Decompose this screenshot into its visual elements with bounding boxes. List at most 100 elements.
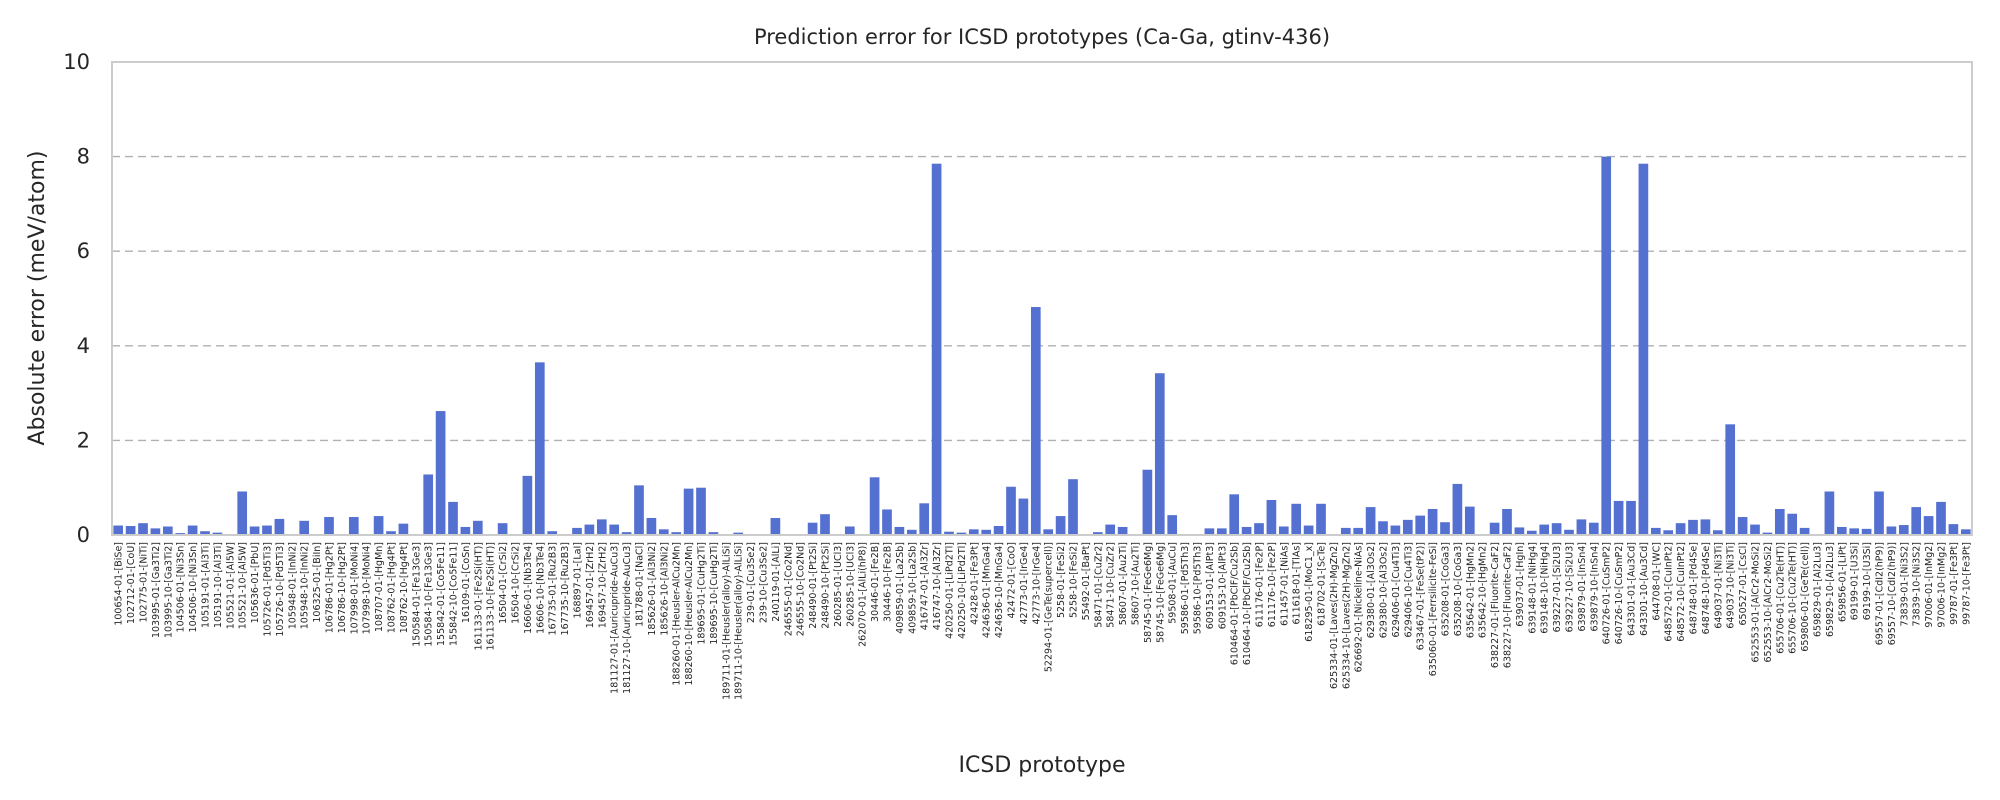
x-tick-label: 635642-01-[HgMn2]	[1465, 542, 1476, 638]
bar	[138, 523, 148, 535]
x-tick-label: 30446-01-[Fe2B]	[870, 542, 881, 622]
bar	[696, 487, 706, 535]
x-tick-label: 633467-01-[FeSe(tP2)]	[1416, 542, 1427, 650]
bar	[1514, 527, 1525, 535]
x-tick-label: 420250-01-[LiPd2Tl]	[945, 542, 956, 639]
x-tick-label: 246555-01-[Co2Nd]	[783, 542, 794, 636]
x-tick-label: 16504-10-[CrSi2]	[511, 542, 522, 624]
bar	[1539, 524, 1550, 535]
x-tick-label: 652553-10-[AlCr2-MoSi2]	[1763, 542, 1774, 663]
x-tick-label: 640726-10-[CuSmP2]	[1614, 542, 1625, 644]
x-tick-label: 640726-01-[CuSmP2]	[1602, 542, 1613, 644]
x-tick-label: 246555-10-[Co2Nd]	[796, 542, 807, 636]
x-tick-label: 611176-10-[Fe2P]	[1267, 542, 1278, 627]
bar	[1316, 503, 1326, 535]
bar	[1006, 486, 1016, 535]
bar	[1849, 528, 1860, 535]
y-axis-ticks: 0 2 4 6 8 10	[63, 50, 90, 547]
bar	[1092, 532, 1103, 535]
x-tick-label: 639879-01-[InSn4]	[1577, 542, 1588, 632]
x-tick-label: 659856-01-[LiPt]	[1837, 542, 1848, 622]
x-tick-label: 618295-01-[MoC1_x]	[1304, 542, 1315, 642]
bar	[435, 411, 446, 535]
bar	[1142, 469, 1153, 535]
grid-lines	[112, 155, 1972, 442]
bar	[1613, 500, 1624, 535]
bar	[386, 531, 396, 535]
x-tick-label: 189711-10-[Heusler(alloy)-AlLiSi]	[734, 542, 745, 700]
x-tick-label: 105191-10-[Al3Ti]	[213, 542, 224, 628]
bar	[646, 517, 657, 535]
x-tick-label: 73839-01-[Ni3S2]	[1899, 542, 1910, 626]
bar	[1886, 526, 1897, 535]
x-tick-label: 58745-10-[FeGe6Mg]	[1155, 542, 1166, 643]
x-tick-label: 181127-10-[Auricupride-AuCu3]	[622, 542, 633, 694]
bar	[1378, 521, 1388, 535]
y-tick-label: 8	[77, 145, 90, 169]
x-tick-label: 609153-01-[AlPt3]	[1205, 542, 1216, 629]
x-tick-label: 102775-01-[NiTi]	[139, 542, 150, 623]
bar	[993, 526, 1004, 535]
bar	[1626, 500, 1636, 535]
bar	[1712, 530, 1723, 535]
bar	[1675, 523, 1686, 535]
x-tick-label: 188260-01-[Heusler-AlCu2Mn]	[672, 542, 683, 686]
x-tick-label: 649037-10-[Ni3Ti]	[1726, 542, 1737, 629]
bar	[1861, 528, 1872, 535]
bar	[1055, 516, 1066, 535]
x-tick-label: 185626-01-[Al3Ni2]	[647, 542, 658, 636]
x-tick-label: 59508-01-[AuCu]	[1168, 542, 1179, 624]
bar	[398, 523, 409, 535]
x-tick-label: 42428-01-[Fe3Pt]	[969, 542, 980, 625]
bar	[708, 532, 719, 535]
x-tick-label: 105636-01-[PbU]	[250, 542, 261, 623]
bar	[1911, 507, 1922, 535]
bar	[299, 520, 310, 535]
x-tick-label: 639227-10-[Si2U3]	[1565, 542, 1576, 632]
bar	[1601, 156, 1612, 535]
bar	[956, 532, 967, 535]
bar	[373, 516, 384, 535]
bar	[1266, 499, 1277, 535]
x-tick-label: 161133-10-[Fe2Si(HT)]	[486, 542, 497, 651]
x-tick-label: 103995-10-[Ga3Ti2]	[163, 542, 174, 638]
x-tick-label: 618702-01-[ScTe]	[1317, 542, 1328, 626]
x-tick-label: 150584-01-[Fe13Ge3]	[411, 542, 422, 647]
bar	[1874, 491, 1884, 535]
bar	[1340, 527, 1351, 535]
bar	[1043, 529, 1054, 535]
x-tick-label: 30446-10-[Fe2B]	[883, 542, 894, 622]
x-tick-label: 185626-10-[Al3Ni2]	[659, 542, 670, 636]
bar	[1650, 527, 1661, 535]
x-tick-label: 638227-10-[Fluorite-CaF2]	[1503, 542, 1514, 668]
bar	[1898, 525, 1909, 535]
x-tick-label: 643301-01-[Au3Cd]	[1627, 542, 1638, 636]
x-tick-label: 189711-01-[Heusler(alloy)-AlLiSi]	[721, 542, 732, 700]
x-tick-label: 240119-01-[AlLi]	[771, 542, 782, 622]
bar	[1068, 479, 1078, 535]
x-tick-label: 611457-01-[NiAs]	[1279, 542, 1290, 626]
bar	[150, 528, 161, 535]
x-tick-label: 652553-01-[AlCr2-MoSi2]	[1751, 542, 1762, 663]
x-tick-label: 106786-01-[Hg2Pt]	[325, 542, 336, 633]
bar	[609, 524, 620, 535]
bar	[324, 517, 334, 535]
x-tick-label: 42773-01-[IrGe4]	[1019, 542, 1030, 625]
x-tick-label: 42472-01-[CoO]	[1007, 542, 1018, 619]
bar	[262, 525, 272, 535]
x-tick-label: 638227-01-[Fluorite-CaF2]	[1490, 542, 1501, 668]
x-tick-label: 58745-01-[FeGe6Mg]	[1143, 542, 1154, 643]
x-tick-label: 55492-01-[BaPt]	[1081, 542, 1092, 620]
x-tick-label: 107998-01-[MoNi4]	[349, 542, 360, 634]
x-tick-label: 416747-01-[Al3Zr]	[920, 542, 931, 630]
bar	[919, 503, 930, 535]
x-tick-label: 105521-01-[Al5W]	[225, 542, 236, 629]
bar	[212, 532, 223, 535]
bar	[1762, 532, 1773, 535]
x-tick-label: 108762-10-[Hg4Pt]	[399, 542, 410, 633]
bar	[584, 524, 595, 535]
x-tick-label: 629380-01-[Al3Os2]	[1366, 542, 1377, 638]
x-tick-label: 169457-10-[ZrH2]	[597, 542, 608, 628]
bar	[894, 526, 905, 535]
x-tick-label: 5258-10-[FeSi2]	[1069, 542, 1080, 618]
